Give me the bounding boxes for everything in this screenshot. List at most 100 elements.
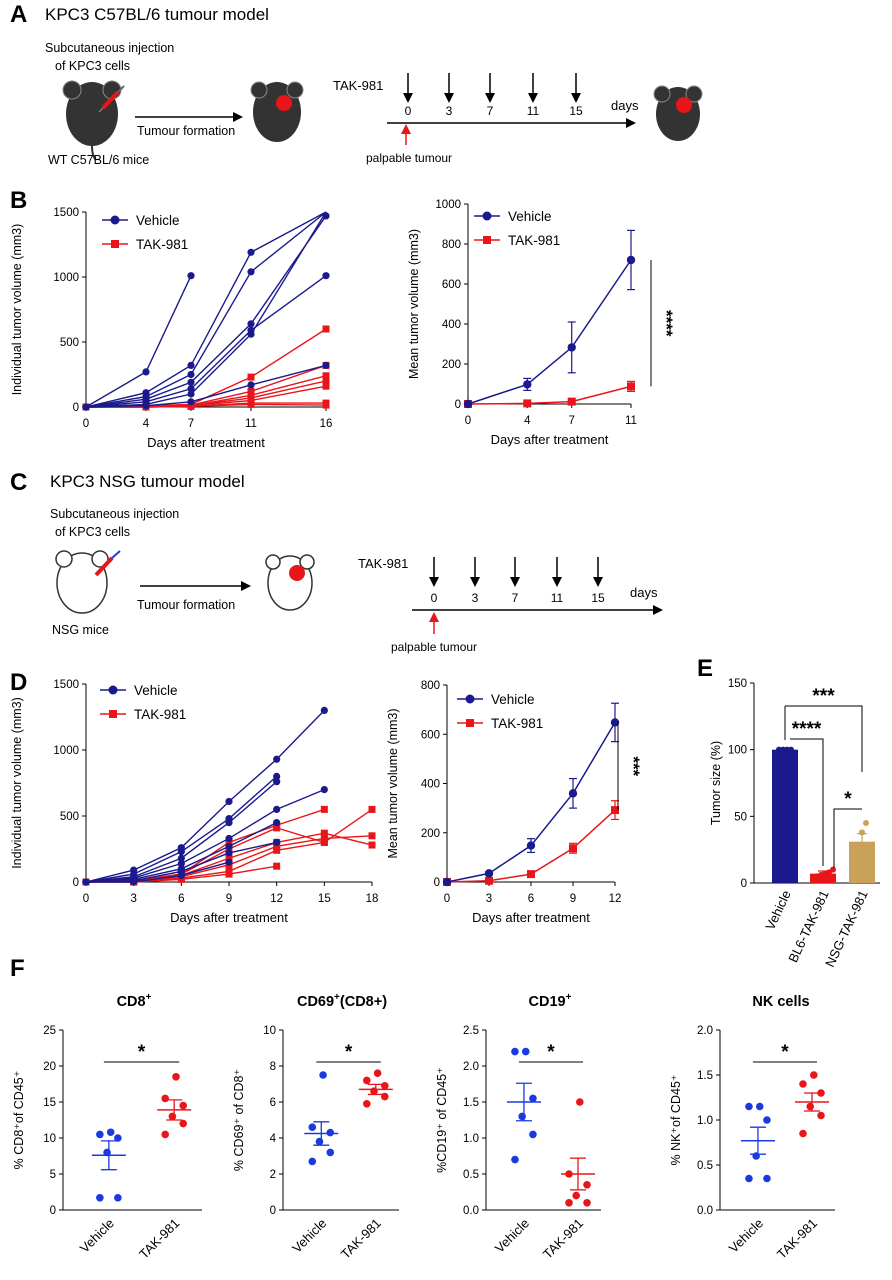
y-tick-label: 20 <box>43 1061 56 1073</box>
y-tick-label: 0 <box>270 1205 276 1217</box>
vehicle-series-point <box>225 834 233 843</box>
tak-series-point <box>368 832 376 840</box>
y-tick-label: 0.0 <box>697 1205 713 1217</box>
bar-point <box>863 820 869 826</box>
tak-mean-point <box>485 876 493 885</box>
scatter-point <box>583 1199 591 1207</box>
y-axis-label: % NK⁺of CD45⁺ <box>669 1074 683 1165</box>
vehicle-series-point <box>187 370 195 379</box>
scatter-point <box>308 1123 317 1131</box>
scatter-point <box>817 1111 825 1120</box>
vehicle-mean-point <box>567 343 576 352</box>
scatter-point <box>161 1094 169 1103</box>
scatter-point <box>745 1174 753 1183</box>
vehicle-series-point <box>320 786 328 794</box>
timeline-day-label: 15 <box>569 104 583 118</box>
tak-series-point <box>225 838 233 846</box>
x-tick-label: 7 <box>188 418 194 430</box>
category-label: TAK-981 <box>540 1216 586 1262</box>
bar-1 <box>810 873 836 883</box>
scatter-point <box>763 1174 771 1183</box>
y-tick-label: 15 <box>43 1097 56 1109</box>
vehicle-series-point <box>247 330 255 338</box>
scatter-point <box>565 1199 573 1207</box>
vehicle-mean-point <box>626 255 636 265</box>
x-tick-label: 3 <box>486 893 492 905</box>
scatter-point <box>172 1073 180 1081</box>
scatter-point <box>576 1098 584 1106</box>
tak-series-point <box>322 382 330 390</box>
chart-F3: 0.0 0.5 1.0 1.5 2.0 2.5 %CD19⁺ of CD45⁺ CD19+ Ve… <box>435 992 601 1262</box>
scatter-point <box>168 1112 177 1121</box>
y-tick-label: 0.0 <box>463 1205 479 1217</box>
x-tick-label: 4 <box>143 418 150 430</box>
y-tick-label: 2.5 <box>463 1025 479 1037</box>
tak-series-point <box>247 400 255 408</box>
vehicle-series-point <box>177 848 185 856</box>
vehicle-series-point <box>247 268 255 276</box>
tak-series-point <box>273 842 281 850</box>
y-tick-label: 0.5 <box>463 1169 479 1181</box>
y-tick-label: 1.0 <box>463 1133 479 1145</box>
vehicle-series-point <box>225 849 233 857</box>
bar-2 <box>849 841 875 883</box>
bar-point <box>859 829 865 836</box>
y-axis-label: Individual tumor volume (mm3) <box>10 697 24 869</box>
y-axis-label: % CD8⁺of CD45⁺ <box>12 1071 26 1170</box>
vehicle-series-point <box>247 248 255 256</box>
y-tick-label: 50 <box>734 811 747 823</box>
panel-c-days-label: days <box>630 585 658 600</box>
y-tick-label: 8 <box>270 1061 276 1073</box>
significance-label: *** <box>624 756 643 776</box>
vehicle-series-point <box>273 838 281 847</box>
tak-series-point <box>322 325 330 333</box>
panel-a-injection-line2: of KPC3 cells <box>55 59 130 73</box>
vehicle-series-point <box>82 403 90 411</box>
vehicle-series-point <box>177 871 185 880</box>
vehicle-series-point <box>273 772 281 781</box>
x-tick-label: 9 <box>570 893 576 905</box>
scatter-point <box>583 1181 591 1189</box>
legend-tak-marker <box>483 236 491 244</box>
vehicle-mean-point <box>463 399 473 409</box>
panel-a-timeline: 0 3 7 11 15 <box>387 73 636 128</box>
chart-title: NK cells <box>752 994 809 1010</box>
vehicle-series-point <box>130 878 138 886</box>
tak-series-point <box>247 387 255 395</box>
black-mouse-icon <box>62 80 122 161</box>
y-tick-label: 1000 <box>53 272 79 284</box>
scatter-point <box>315 1137 324 1146</box>
vehicle-mean-point <box>568 789 578 798</box>
scatter-point <box>799 1080 807 1088</box>
panel-letter-e: E <box>697 655 713 682</box>
scatter-point <box>529 1130 537 1139</box>
category-label: TAK-981 <box>774 1216 820 1262</box>
tak-mean-point <box>527 870 535 879</box>
y-tick-label: 5 <box>50 1169 56 1181</box>
y-tick-label: 1500 <box>53 207 79 219</box>
x-axis-label: Days after treatment <box>170 910 288 925</box>
black-mouse-tumour-icon <box>250 81 304 142</box>
y-tick-label: 500 <box>60 337 79 349</box>
panel-a-days-label: days <box>611 98 639 113</box>
chart-title-sup: + <box>146 992 152 1003</box>
x-tick-label: 11 <box>625 415 637 427</box>
chart-F1: 0 5 10 15 20 25 % CD8⁺of CD45⁺ CD8+ Vehicle TAK-9… <box>12 992 202 1262</box>
category-label: Vehicle <box>726 1216 766 1256</box>
vehicle-series-point <box>225 797 233 806</box>
scatter-point <box>96 1130 104 1139</box>
vehicle-series-point <box>320 706 328 715</box>
y-tick-label: 600 <box>421 729 440 741</box>
tak-mean-point <box>569 844 577 853</box>
category-label: Vehicle <box>77 1216 117 1256</box>
tak-mean-point <box>611 806 619 815</box>
timeline-day-label: 3 <box>472 591 479 605</box>
significance-label: *** <box>812 686 835 707</box>
x-tick-label: 15 <box>318 893 331 905</box>
scatter-point <box>572 1191 580 1200</box>
tak-series-point <box>320 829 328 837</box>
y-tick-label: 4 <box>270 1133 277 1145</box>
significance-label: **** <box>657 310 676 337</box>
vehicle-series-point <box>82 878 90 886</box>
